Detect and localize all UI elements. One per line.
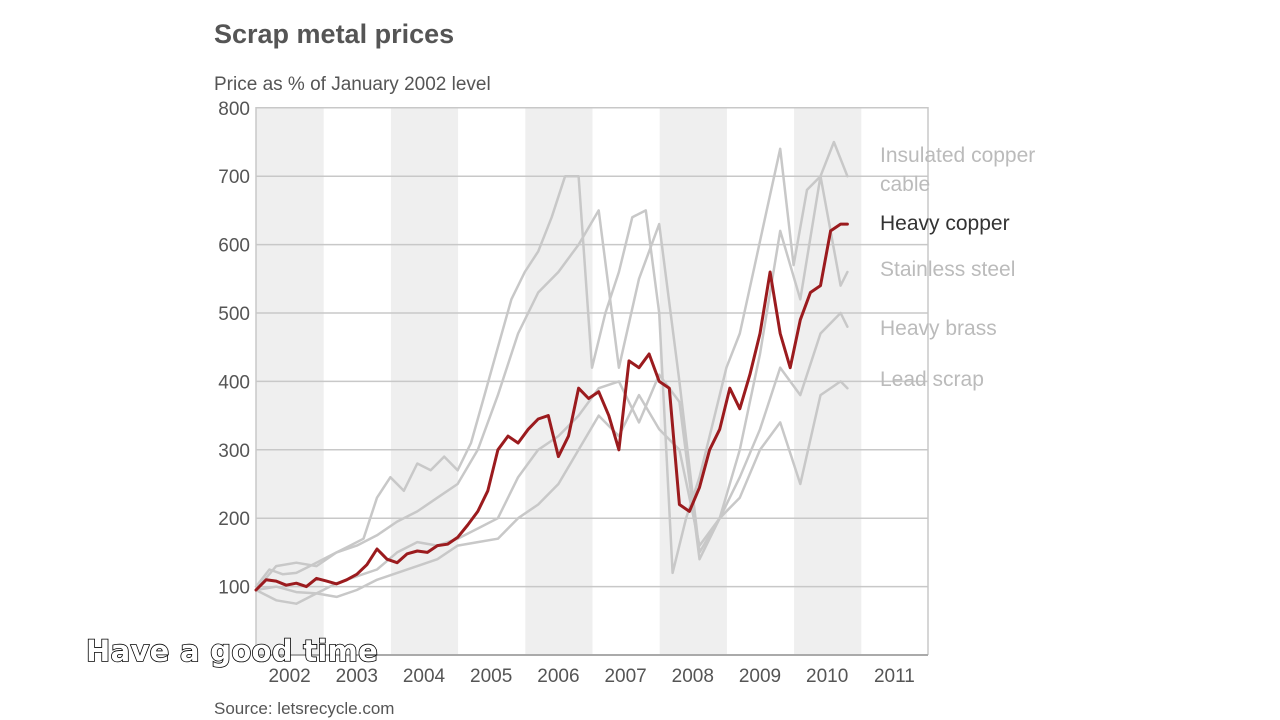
series-label-stainless-steel: Stainless steel [880,258,1015,281]
x-tick-label: 2002 [268,666,310,687]
y-tick-label: 100 [218,578,250,599]
x-tick-label: 2009 [739,666,781,687]
series-line-heavy-copper [254,222,849,592]
video-caption: Have a good time [85,633,379,669]
chart-subtitle: Price as % of January 2002 level [214,74,491,95]
series-label-insulated-copper-cable: cable [880,173,930,196]
chart-title: Scrap metal prices [214,19,454,49]
y-tick-label: 700 [218,167,250,188]
y-tick-label: 400 [218,372,250,393]
series-line-heavy-brass [254,311,849,595]
series-line-stainless-steel [254,174,849,592]
muted-series [254,140,849,605]
y-tick-label: 800 [218,99,250,120]
y-tick-label: 300 [218,441,250,462]
y-tick-label: 200 [218,509,250,530]
x-tick-label: 2004 [403,666,446,687]
x-tick-label: 2010 [806,666,848,687]
y-tick-label: 500 [218,304,250,325]
series-labels: Insulated copper cable Heavy copper Stainle… [880,144,1035,391]
series-label-lead-scrap: Lead scrap [880,368,984,391]
x-tick-label: 2008 [672,666,714,687]
x-tick-label: 2005 [470,666,512,687]
x-tick-label: 2006 [537,666,579,687]
series-label-insulated-copper-cable: Insulated copper [880,144,1035,167]
x-tick-label: 2003 [336,666,378,687]
axes: 100 200 300 400 500 600 700 800 2002 2003 2004 2005… [218,99,929,687]
series-label-heavy-copper: Heavy copper [880,212,1010,235]
x-tick-label: 2011 [874,666,915,687]
chart-source: Source: letsrecycle.com [214,699,394,718]
x-tick-label: 2007 [604,666,646,687]
highlight-series [254,222,849,592]
gridlines [256,107,928,588]
series-line-lead-scrap [254,380,849,605]
series-label-heavy-brass: Heavy brass [880,317,997,340]
y-tick-label: 600 [218,236,250,257]
series-line-insulated-copper-cable [254,140,849,588]
